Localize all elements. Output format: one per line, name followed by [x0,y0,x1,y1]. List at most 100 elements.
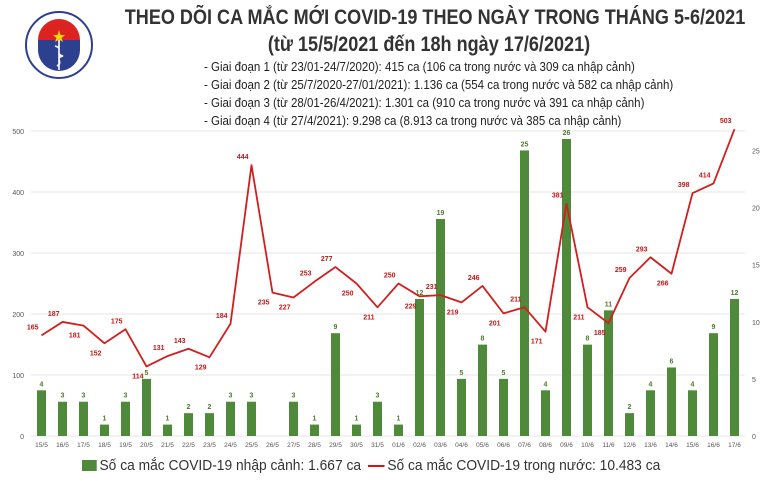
domestic-cases-line [41,128,736,368]
bar-14/6 [667,367,676,436]
right-axis-tick-label: 25 [752,148,760,155]
x-tick-label: 15/5 [35,442,48,449]
bar-value-label: 2 [208,404,212,411]
bar-value-label: 1 [103,416,107,423]
line-value-label: 184 [216,313,228,320]
bar-value-label: 5 [145,370,149,377]
chart-subtitle: (từ 15/5/2021 đến 18h ngày 17/6/2021) [267,33,591,56]
bar-03/6 [436,218,445,436]
bar-value-label: 9 [334,324,338,331]
x-tick-label: 15/6 [686,442,699,449]
x-tick-label: 23/5 [203,442,216,449]
bar-value-label: 3 [292,393,296,400]
bar-20/5 [142,378,151,436]
line-value-label: 266 [657,281,669,288]
line-value-label: 246 [468,275,480,282]
x-tick-label: 28/5 [308,442,321,449]
line-value-label: 165 [27,324,39,331]
bar-06/6 [499,378,508,436]
x-tick-label: 20/5 [140,442,153,449]
line-value-label: 277 [321,256,333,263]
line-value-label: 381 [552,193,564,200]
line-value-label: 129 [195,364,207,371]
legend-line-swatch [368,464,385,467]
bar-18/5 [100,424,109,436]
x-tick-label: 31/5 [371,442,384,449]
bar-12/6 [625,413,634,436]
line-value-label: 250 [342,291,354,298]
bar-value-label: 3 [229,393,233,400]
x-tick-label: 14/6 [665,442,678,449]
line-value-label: 414 [699,172,711,179]
bar-value-label: 4 [544,381,548,388]
bar-value-label: 9 [712,324,716,331]
bar-value-label: 12 [731,290,739,297]
x-tick-label: 16/5 [56,442,69,449]
bar-30/5 [352,424,361,436]
phase-summary: - Giai đoạn 1 (từ 23/01-24/7/2020): 415 … [204,58,673,130]
line-value-label: 503 [720,118,732,125]
ministry-of-health-logo [24,10,94,80]
x-tick-label: 29/5 [329,442,342,449]
x-tick-label: 27/5 [287,442,300,449]
legend-bar-swatch [82,460,97,471]
line-value-label: 181 [69,333,81,340]
line-value-label: 444 [237,154,249,161]
right-axis-tick-label: 5 [752,377,756,384]
bar-value-label: 8 [586,336,590,343]
bar-08/6 [541,390,550,436]
x-tick-label: 21/5 [161,442,174,449]
legend-line: Số ca mắc COVID-19 trong nước: 10.483 ca [368,457,660,474]
line-value-label: 293 [636,246,648,253]
right-axis-tick-label: 0 [752,434,756,441]
x-tick-label: 01/6 [392,442,405,449]
bar-value-label: 3 [82,393,86,400]
x-tick-label: 09/6 [560,442,573,449]
bar-value-label: 26 [563,130,571,137]
left-axis-tick-label: 400 [12,190,24,197]
phase-4: - Giai đoạn 4 (từ 27/4/2021): 9.298 ca (… [204,114,622,128]
line-value-label: 211 [573,314,584,321]
bar-value-label: 3 [250,393,254,400]
line-value-label: 187 [48,311,60,318]
bar-value-label: 8 [481,336,485,343]
bar-value-label: 12 [416,290,424,297]
right-axis-tick-label: 20 [752,206,760,213]
line-value-label: 211 [510,296,521,303]
x-tick-label: 17/6 [728,442,741,449]
phase-1: - Giai đoạn 1 (từ 23/01-24/7/2020): 415 … [204,60,635,74]
x-tick-label: 12/6 [623,442,636,449]
line-value-label: 229 [405,303,417,310]
bar-value-label: 5 [502,370,506,377]
bar-value-label: 25 [521,141,529,148]
bar-17/6 [730,298,739,436]
x-tick-label: 03/6 [434,442,447,449]
phase-3: - Giai đoạn 3 (từ 28/01-26/4/2021): 1.30… [204,96,645,110]
bar-value-label: 11 [605,301,613,308]
line-value-label: 201 [489,320,501,327]
bar-17/5 [79,401,88,436]
bar-value-label: 1 [166,416,170,423]
line-value-label: 211 [363,314,374,321]
x-tick-label: 10/6 [581,442,594,449]
legend-bar-label: Số ca mắc COVID-19 nhập cảnh: 1.667 ca [99,457,362,474]
x-tick-label: 17/5 [77,442,90,449]
bar-value-label: 3 [61,393,65,400]
bar-value-label: 4 [649,381,653,388]
bar-05/6 [478,344,487,436]
x-tick-label: 08/6 [539,442,552,449]
x-tick-label: 06/6 [497,442,510,449]
line-value-label: 219 [447,309,459,316]
line-value-label: 259 [615,267,627,274]
line-value-label: 398 [678,182,690,189]
legend-line-label: Số ca mắc COVID-19 trong nước: 10.483 ca [387,457,661,474]
x-tick-label: 19/5 [119,442,132,449]
bar-22/5 [184,413,193,436]
left-axis-tick-label: 300 [12,251,24,258]
bar-value-label: 5 [460,370,464,377]
bar-09/6 [562,138,571,436]
x-tick-label: 26/5 [266,442,279,449]
x-tick-label: 24/5 [224,442,237,449]
right-axis-tick-label: 10 [752,320,760,327]
